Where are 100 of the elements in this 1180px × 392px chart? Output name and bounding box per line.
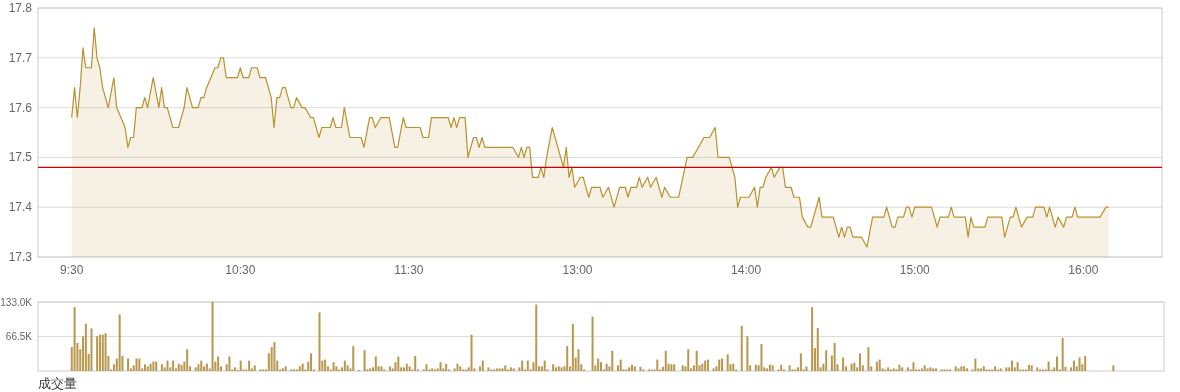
bar [974, 358, 977, 371]
bar [177, 363, 180, 371]
bar [673, 364, 676, 371]
y-tick-label: 17.4 [8, 200, 33, 215]
bar [217, 356, 220, 371]
bar [186, 349, 189, 371]
y-tick-label: 17.6 [8, 100, 33, 115]
bar [166, 360, 169, 371]
bar [374, 356, 377, 371]
x-tick-label: 15:00 [899, 263, 931, 277]
bar [901, 367, 904, 371]
bar [253, 365, 256, 371]
bar [445, 363, 448, 371]
bar [470, 334, 473, 371]
y-tick-label: 66.5K [5, 331, 33, 342]
bar [388, 366, 391, 371]
bar [84, 323, 87, 371]
bar [695, 350, 698, 371]
bar [200, 360, 203, 371]
text: 成交量 [38, 376, 77, 391]
bar [557, 366, 560, 371]
bar [127, 358, 130, 371]
bar [833, 342, 836, 371]
bar [591, 316, 594, 371]
bar [554, 367, 557, 371]
bar [425, 364, 428, 371]
bar [1061, 337, 1064, 371]
bar [811, 307, 814, 371]
x-tick-label: 10:30 [225, 263, 256, 277]
bar [197, 364, 200, 371]
bar [670, 364, 673, 371]
bar [146, 366, 149, 371]
bar [504, 365, 507, 371]
bar [526, 360, 529, 371]
bar [768, 364, 771, 371]
bar [324, 359, 327, 371]
y-tick-label: 17.5 [8, 150, 33, 165]
y-tick-label: 133.0K [0, 296, 33, 308]
bar [498, 368, 501, 371]
bar [397, 356, 400, 371]
bar [152, 361, 155, 371]
bar [155, 361, 158, 371]
bar [1072, 360, 1075, 371]
bar [135, 358, 138, 371]
bar [318, 312, 321, 371]
bar [799, 353, 802, 371]
bar [1016, 362, 1019, 371]
bar [284, 366, 287, 371]
bar [118, 314, 121, 371]
bar [560, 367, 563, 371]
bar [138, 358, 141, 371]
bar [780, 364, 783, 371]
bar [726, 354, 729, 371]
bar [853, 362, 856, 371]
x-tick-label: 14:00 [731, 263, 762, 277]
bar [954, 366, 957, 371]
bar [512, 368, 515, 371]
bar [343, 360, 346, 371]
bar [875, 361, 878, 371]
bar [228, 356, 231, 371]
bar [332, 362, 335, 371]
bar [180, 364, 183, 371]
bar [535, 304, 538, 371]
bar [1047, 361, 1050, 371]
bar [960, 366, 963, 371]
bar [957, 368, 960, 371]
bar [754, 364, 757, 371]
bar [543, 360, 546, 371]
bar [571, 323, 574, 371]
y-tick-label: 17.7 [8, 50, 33, 65]
bar [194, 367, 197, 371]
y-tick-label: 17.3 [8, 250, 33, 264]
bar [842, 357, 845, 371]
bar [912, 362, 915, 371]
bar [104, 333, 107, 371]
bar [414, 355, 417, 371]
bar [898, 364, 901, 371]
bar [746, 336, 749, 371]
bar [867, 347, 870, 371]
bar [552, 364, 555, 371]
bar [619, 359, 622, 371]
bar [239, 360, 242, 371]
bar [850, 363, 853, 371]
bar [310, 353, 313, 371]
bar [73, 307, 76, 371]
bar [90, 328, 93, 371]
bar [788, 365, 791, 371]
bar [732, 363, 735, 371]
bar [481, 360, 484, 371]
bar [205, 363, 208, 371]
bar [926, 368, 929, 371]
x-tick-label: 13:00 [562, 263, 593, 277]
bar [1056, 356, 1059, 371]
bar [771, 365, 774, 371]
bar [1112, 365, 1115, 371]
bar [1030, 365, 1033, 371]
bar [211, 302, 214, 371]
bar [172, 360, 175, 371]
bar [1010, 360, 1013, 371]
bar [101, 334, 104, 371]
